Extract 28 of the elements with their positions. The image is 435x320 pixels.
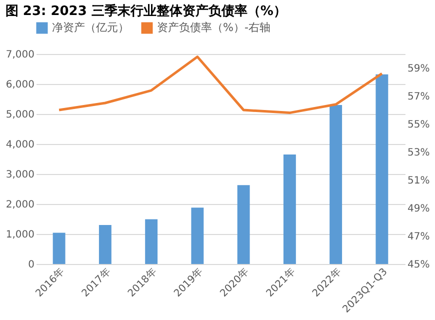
bar	[191, 208, 204, 264]
y-tick-label: 3,000	[6, 170, 34, 180]
y-tick-label: 4,000	[6, 140, 34, 150]
bar	[52, 232, 66, 264]
bar	[376, 74, 388, 264]
legend-label: 净资产（亿元）	[52, 21, 129, 34]
y2-tick-label: 47%	[408, 232, 430, 242]
bar	[283, 154, 296, 264]
y2-tick-label: 53%	[408, 148, 430, 158]
y2-tick-label: 51%	[408, 176, 430, 186]
bar	[145, 219, 158, 264]
y-tick-label: 0	[28, 260, 34, 270]
bar	[330, 105, 342, 264]
y-tick-label: 5,000	[6, 110, 34, 120]
y2-tick-label: 45%	[408, 260, 430, 270]
y2-tick-label: 59%	[408, 64, 430, 74]
legend-label: 资产负债率（%）-右轴	[157, 21, 270, 34]
line-series	[58, 56, 384, 114]
chart-title: 图 23: 2023 三季末行业整体资产负债率（%）	[5, 3, 286, 19]
y-tick-label: 7,000	[6, 50, 34, 60]
y2-tick-label: 49%	[408, 204, 430, 214]
y2-tick-label: 55%	[408, 120, 430, 130]
y-tick-label: 6,000	[6, 80, 34, 90]
y2-tick-label: 57%	[408, 92, 430, 102]
bar	[98, 225, 112, 264]
y-tick-label: 1,000	[6, 230, 34, 240]
y-tick-label: 2,000	[6, 200, 34, 210]
bar	[237, 185, 250, 264]
